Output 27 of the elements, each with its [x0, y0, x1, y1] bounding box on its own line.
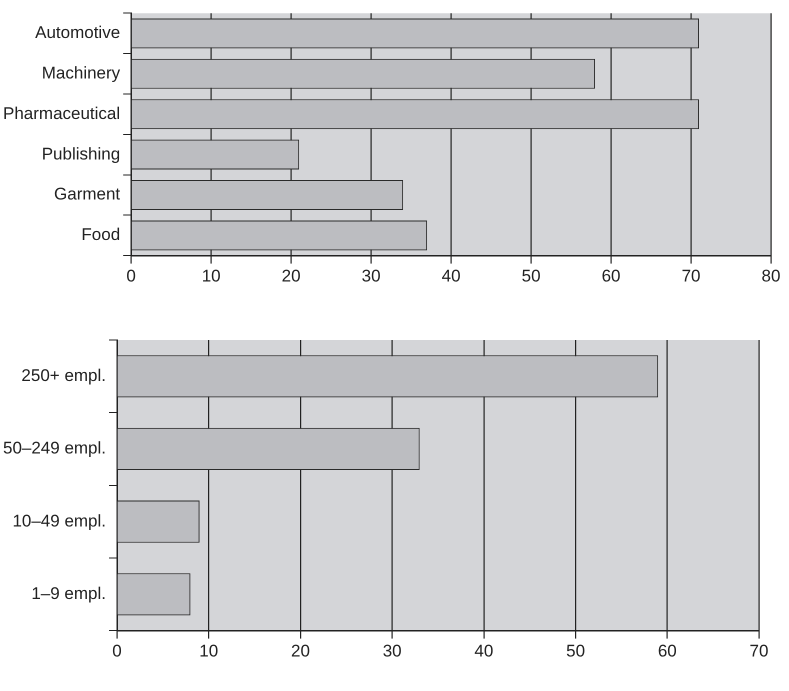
x-tick-label: 10: [202, 266, 221, 286]
x-tick-label: 80: [762, 266, 780, 286]
x-tick-label: 0: [112, 641, 122, 660]
y-tick-label: Publishing: [42, 144, 120, 164]
x-tick-label: 60: [658, 641, 677, 660]
x-tick-label: 20: [290, 641, 310, 660]
y-tick-label: Food: [81, 225, 120, 244]
x-tick-label: 20: [282, 266, 301, 286]
x-tick-label: 70: [682, 266, 700, 286]
x-tick-label: 40: [442, 266, 461, 286]
x-tick-label: 30: [362, 266, 381, 286]
x-tick-label: 70: [750, 641, 768, 660]
x-tick-label: 50: [522, 266, 541, 286]
y-tick-label: Pharmaceutical: [2, 104, 120, 123]
x-tick-label: 10: [199, 641, 218, 660]
y-tick-label: 1–9 empl.: [31, 584, 106, 603]
y-tick-label: Automotive: [35, 23, 120, 42]
y-tick-label: 50–249 empl.: [2, 438, 106, 458]
y-tick-label: Garment: [54, 184, 120, 204]
x-tick-label: 50: [566, 641, 586, 660]
x-tick-label: 0: [126, 266, 136, 286]
x-tick-label: 40: [474, 641, 494, 660]
y-tick-label: Machinery: [42, 63, 121, 82]
y-tick-label: 250+ empl.: [21, 366, 106, 386]
x-tick-label: 30: [382, 641, 402, 660]
y-tick-label: 10–49 empl.: [12, 511, 106, 530]
x-tick-label: 60: [602, 266, 620, 286]
